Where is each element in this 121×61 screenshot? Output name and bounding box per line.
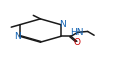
Text: N: N xyxy=(59,20,66,29)
Text: O: O xyxy=(74,38,81,47)
Text: N: N xyxy=(14,32,21,41)
Text: HN: HN xyxy=(71,28,84,37)
